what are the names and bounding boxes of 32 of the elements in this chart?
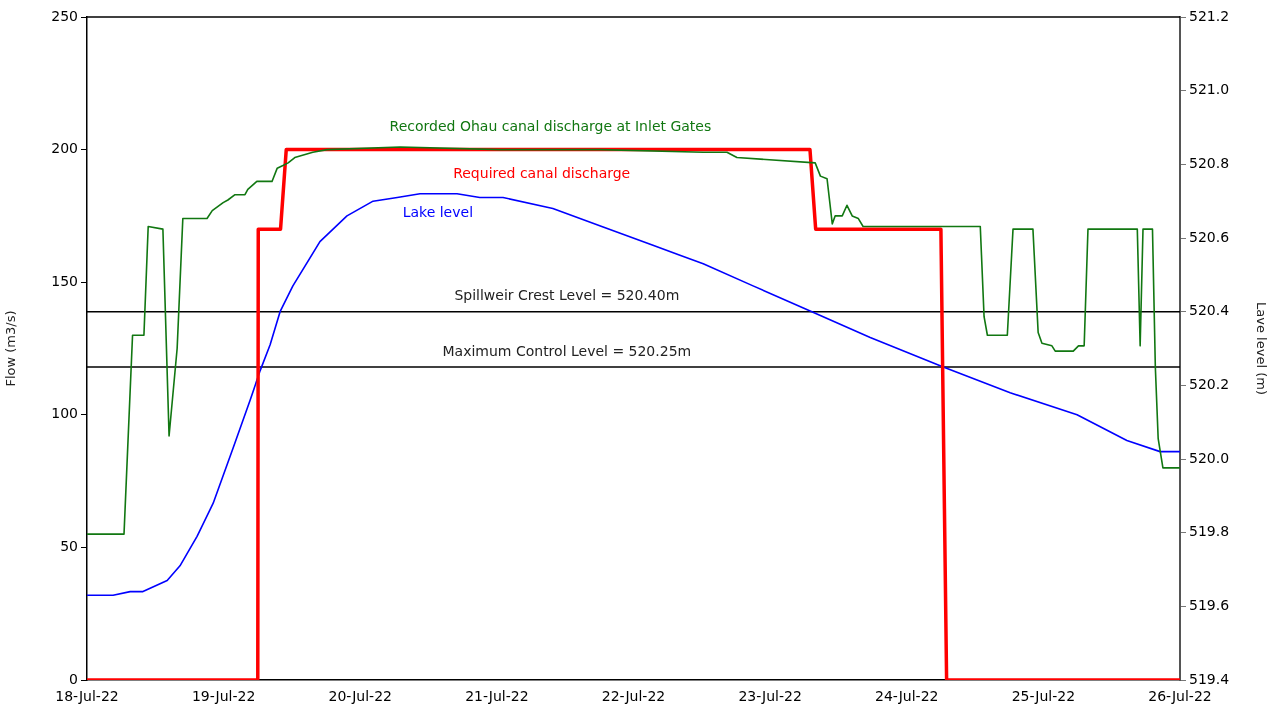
y2-tick-label: 520.6 [1189,228,1230,245]
x-tick-label: 22-Jul-22 [601,688,666,705]
y-tick-label: 0 [69,670,78,687]
y2-tick-label: 521.2 [1189,7,1230,24]
y2-tick-label: 520.4 [1189,302,1230,319]
x-tick-label: 24-Jul-22 [875,688,939,705]
y2-tick-label: 519.4 [1189,670,1230,687]
y2-tick-label: 520.2 [1189,375,1230,392]
y-tick-label: 150 [51,272,78,289]
y2-tick-label: 519.6 [1189,596,1230,613]
y2-axis-title: Lave level (m) [1253,302,1269,395]
y2-tick-label: 520.8 [1189,154,1230,171]
ref-line-label: Maximum Control Level = 520.25m [442,342,692,359]
y-tick-label: 50 [60,538,78,555]
x-tick-label: 18-Jul-22 [55,688,119,705]
x-tick-label: 23-Jul-22 [738,688,802,705]
x-tick-label: 26-Jul-22 [1148,688,1212,705]
y-tick-label: 100 [51,405,78,422]
y2-tick-label: 519.8 [1189,523,1230,540]
y-tick-label: 200 [51,140,78,157]
ref-line-label: Spillweir Crest Level = 520.40m [454,287,680,304]
y-tick-label: 250 [51,7,78,24]
series-label: Recorded Ohau canal discharge at Inlet Gates [389,117,712,134]
x-tick-label: 20-Jul-22 [328,688,392,705]
y2-tick-label: 520.0 [1189,449,1230,466]
y2-tick-label: 521.0 [1189,81,1230,98]
series-label: Lake level [402,203,474,220]
series-label: Required canal discharge [453,164,631,181]
y-axis-title: Flow (m3/s) [3,310,19,387]
x-tick-label: 21-Jul-22 [465,688,529,705]
x-tick-label: 25-Jul-22 [1011,688,1076,705]
x-tick-label: 19-Jul-22 [191,688,256,705]
